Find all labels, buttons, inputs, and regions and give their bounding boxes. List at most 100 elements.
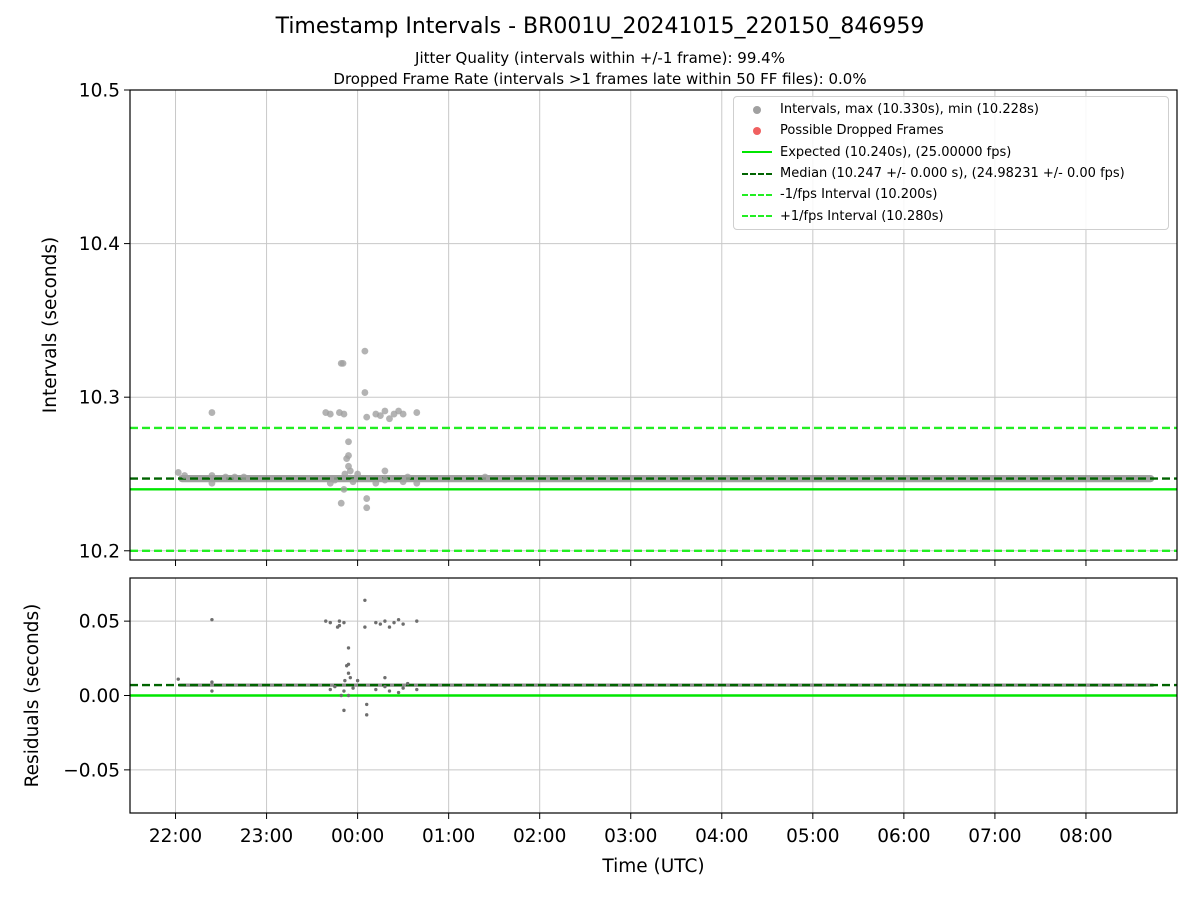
intervals-data-point [331, 476, 339, 484]
legend-entry-intervals: Intervals, max (10.330s), min (10.228s) [740, 99, 1162, 120]
residuals-data-point [346, 671, 351, 675]
residuals-data-point [346, 662, 351, 666]
residuals-data-point [342, 708, 346, 713]
legend-label-minus-fps: -1/fps Interval (10.200s) [780, 187, 938, 203]
legend-entry-expected: Expected (10.240s), (25.00000 fps) [740, 142, 1162, 163]
residuals-data-point [365, 702, 369, 707]
residuals-data-point [374, 620, 378, 625]
intervals-data-point [346, 467, 354, 475]
legend-entry-median: Median (10.247 +/- 0.000 s), (24.98231 +… [740, 163, 1162, 184]
residuals-data-point [328, 687, 332, 692]
intervals-data-point [413, 479, 421, 487]
intervals-data-point [361, 347, 369, 355]
residuals-data-point [342, 620, 346, 625]
intervals-data-point [349, 478, 357, 486]
intervals-ytick-label: 10.5 [79, 81, 120, 102]
intervals-data-point [208, 472, 216, 479]
chart-subtitle-jitter: Jitter Quality (intervals within +/-1 fr… [415, 49, 785, 67]
legend-symbol-minus-fps [740, 189, 774, 201]
intervals-ytick-label: 10.2 [79, 541, 120, 562]
residuals-data-point [324, 619, 328, 623]
residuals-data-point [383, 675, 387, 680]
residuals-ylabel: Residuals (seconds) [22, 604, 43, 788]
residuals-data-point [383, 684, 387, 689]
chart-title: Timestamp Intervals - BR001U_20241015_22… [275, 14, 925, 39]
intervals-data-point [345, 452, 352, 459]
legend-symbol-intervals [740, 104, 774, 116]
intervals-data-point [404, 473, 412, 481]
residuals-xtick-label: 23:00 [240, 826, 293, 847]
intervals-data-point [341, 470, 349, 478]
residuals-xtick-label: 08:00 [1059, 826, 1112, 847]
intervals-data-point [361, 389, 369, 396]
legend-symbol-expected [740, 146, 774, 158]
intervals-data-point [399, 410, 407, 418]
residuals-xtick-label: 00:00 [331, 826, 384, 847]
residuals-data-point [396, 617, 401, 622]
residuals-xtick-label: 22:00 [149, 826, 202, 847]
intervals-points-baseline [178, 474, 1155, 483]
residuals-data-point [401, 686, 405, 690]
residuals-ytick-label: −0.05 [63, 760, 120, 781]
residuals-data-point [415, 619, 419, 623]
intervals-data-point [363, 504, 371, 512]
intervals-data-point [208, 479, 216, 487]
intervals-data-point [372, 479, 380, 487]
residuals-data-point [333, 684, 337, 689]
residuals-data-point [176, 677, 180, 681]
residuals-data-point [387, 625, 392, 629]
intervals-data-point [381, 476, 389, 484]
residuals-data-point [363, 598, 367, 603]
residuals-data-point [210, 617, 214, 622]
intervals-axes-frame [129, 89, 1178, 561]
residuals-data-point [343, 678, 347, 683]
legend: Intervals, max (10.330s), min (10.228s) … [733, 96, 1169, 230]
residuals-data-point [355, 678, 360, 683]
intervals-data-point [326, 410, 334, 418]
intervals-data-point [174, 469, 182, 476]
legend-entry-minus-fps: -1/fps Interval (10.200s) [740, 184, 1162, 205]
intervals-data-point [222, 473, 229, 481]
residuals-xlabel: Time (UTC) [601, 856, 704, 877]
legend-label-dropped-frames: Possible Dropped Frames [780, 123, 944, 139]
residuals-data-point [210, 680, 214, 684]
residuals-xtick-label: 05:00 [786, 826, 839, 847]
intervals-ytick-label: 10.4 [79, 234, 120, 255]
residuals-data-point [363, 625, 367, 629]
residuals-data-point [342, 689, 346, 693]
legend-label-median: Median (10.247 +/- 0.000 s), (24.98231 +… [780, 166, 1125, 182]
residuals-data-point [374, 687, 378, 692]
residuals-data-point [405, 681, 410, 686]
intervals-ytick-label: 10.3 [79, 388, 120, 409]
intervals-data-point [363, 413, 371, 421]
residuals-ytick-label: 0.00 [79, 686, 120, 707]
intervals-data-point [340, 410, 348, 418]
residuals-data-point [365, 713, 369, 717]
residuals-xtick-label: 04:00 [695, 826, 748, 847]
intervals-data-point [399, 478, 407, 486]
residuals-plot-area [130, 598, 1177, 717]
intervals-data-point [481, 473, 489, 481]
residuals-data-point [348, 675, 353, 680]
residuals-panel: −0.05 0.00 0.05 22:00 23:00 00:00 01:00 02:00 03… [22, 577, 1178, 877]
intervals-data-point [413, 409, 421, 416]
residuals-data-point [337, 623, 342, 628]
legend-symbol-median [740, 168, 774, 180]
residuals-data-point [387, 689, 392, 693]
intervals-plot-area [130, 347, 1177, 552]
legend-entry-plus-fps: +1/fps Interval (10.280s) [740, 205, 1162, 226]
chart-subtitle-dropped: Dropped Frame Rate (intervals >1 frames … [333, 70, 867, 88]
legend-label-plus-fps: +1/fps Interval (10.280s) [780, 208, 944, 224]
intervals-data-point [381, 407, 389, 415]
legend-entry-dropped-frames: Possible Dropped Frames [740, 120, 1162, 141]
intervals-panel: 10.2 10.3 10.4 10.5 Intervals (seconds) [40, 81, 1178, 566]
intervals-ylabel: Intervals (seconds) [40, 237, 61, 413]
intervals-data-point [208, 409, 216, 416]
legend-symbol-plus-fps [740, 210, 774, 222]
legend-label-intervals: Intervals, max (10.330s), min (10.228s) [780, 102, 1039, 118]
legend-symbol-dropped-frames [740, 125, 774, 137]
intervals-data-point [381, 467, 389, 475]
residuals-data-point [378, 622, 383, 626]
intervals-data-point [240, 473, 248, 481]
